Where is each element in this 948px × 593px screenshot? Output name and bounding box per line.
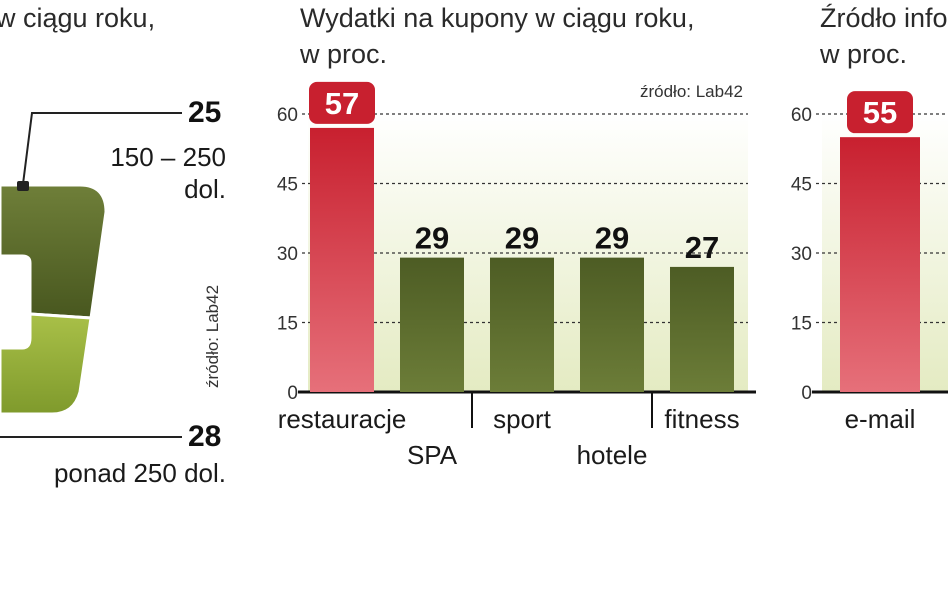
left-top-label-1: 150 – 250 (110, 142, 226, 172)
y-tick-label: 30 (277, 244, 298, 265)
y-tick-label: 15 (791, 314, 812, 335)
y-tick-label: 45 (277, 175, 298, 196)
chart2-title: Źródło info (820, 3, 948, 33)
category-label: SPA (407, 440, 458, 470)
left-bottom-value: 28 (188, 420, 222, 453)
segment-over-250 (0, 312, 93, 416)
category-label: sport (493, 404, 552, 434)
left-bottom-label: ponad 250 dol. (53, 458, 226, 488)
left-title: w ciągu roku, (0, 3, 156, 33)
data-label: 27 (685, 230, 719, 265)
y-tick-label: 45 (791, 175, 812, 196)
category-label: hotele (577, 440, 648, 470)
y-tick-label: 60 (791, 105, 812, 126)
chart1-source: źródło: Lab42 (639, 82, 743, 101)
value-badge (309, 81, 375, 124)
bar-fitness (670, 266, 734, 392)
chart1-plot: 0 15 30 45 60 57 restauracje 29 SPA 29 sport 29 hote… (277, 81, 756, 470)
chart2-plot: 0 15 30 45 60 55 e-mail (791, 91, 948, 434)
y-tick-label: 0 (287, 383, 298, 404)
data-label: 29 (505, 221, 539, 256)
data-label: 29 (595, 221, 629, 256)
bar-SPA (400, 257, 464, 392)
chart2-subtitle: w proc. (820, 39, 908, 69)
bar-e-mail (840, 137, 920, 392)
data-label: 29 (415, 221, 449, 256)
data-label: 55 (863, 95, 897, 130)
category-label: restauracje (278, 404, 407, 434)
y-tick-label: 30 (791, 244, 812, 265)
leader-line-top (22, 112, 182, 185)
category-label: e-mail (845, 404, 916, 434)
segment-150-250 (0, 183, 108, 320)
bar-hotele (580, 257, 644, 392)
bar-sport (490, 257, 554, 392)
leader-dot (17, 181, 29, 191)
chart1-title: Wydatki na kupony w ciągu roku, (300, 3, 695, 33)
left-top-label-2: dol. (184, 174, 226, 204)
data-label: 57 (325, 86, 359, 121)
left-graphic (0, 112, 182, 438)
category-label: fitness (664, 404, 739, 434)
bar-restauracje (310, 127, 374, 393)
y-tick-label: 0 (801, 383, 812, 404)
left-source: źródło: Lab42 (203, 284, 222, 388)
value-badge (847, 91, 913, 134)
chart1-subtitle: w proc. (300, 39, 388, 69)
y-tick-label: 60 (277, 105, 298, 126)
y-tick-label: 15 (277, 314, 298, 335)
left-top-value: 25 (188, 96, 222, 129)
